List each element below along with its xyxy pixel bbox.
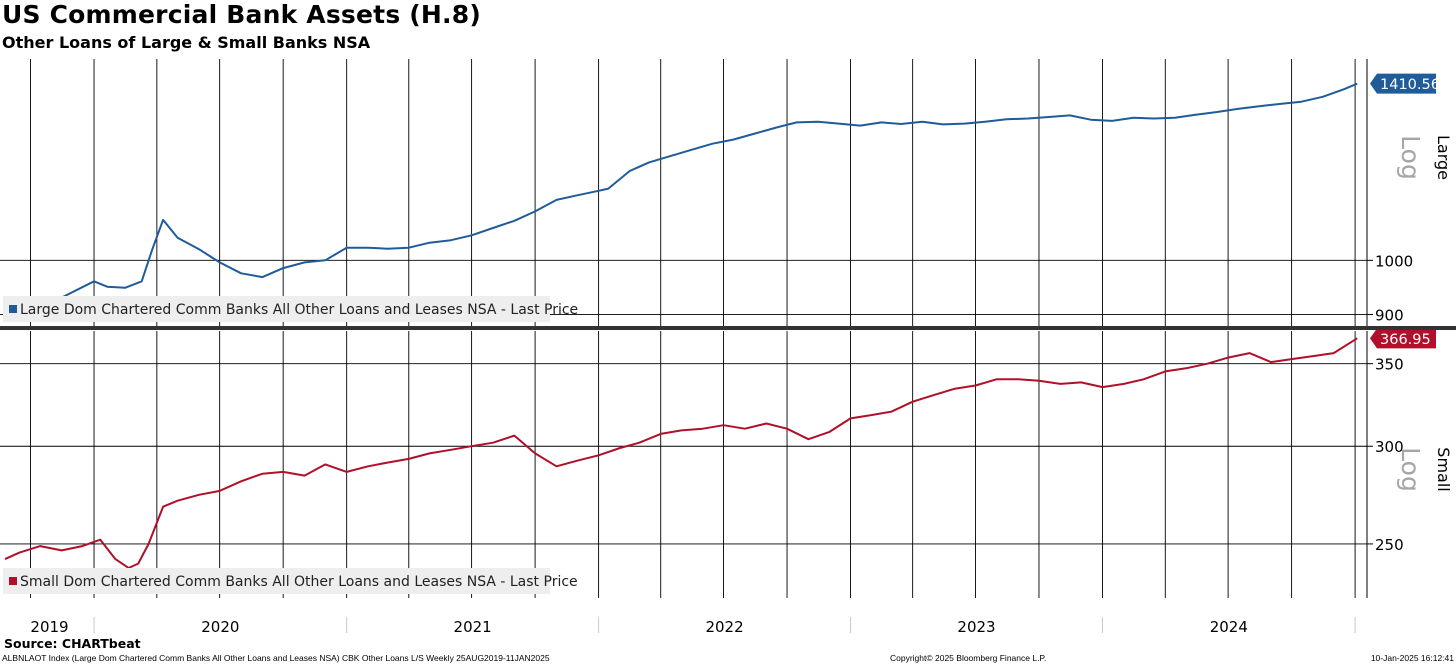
x-tick-label: 2022	[705, 618, 743, 636]
last-value-tag	[1370, 328, 1436, 349]
legend-swatch	[9, 305, 17, 313]
panel-name: Large	[1434, 135, 1453, 180]
series-line-small	[4, 337, 1358, 569]
legend-label: Small Dom Chartered Comm Banks All Other…	[20, 574, 578, 590]
last-value-label: 366.95	[1380, 332, 1431, 348]
footer-index-description: ALBNLAOT Index (Large Dom Chartered Comm…	[2, 653, 550, 663]
log-scale-label: Log	[1396, 135, 1425, 180]
legend-box	[3, 568, 550, 594]
x-tick-label: 2020	[201, 618, 239, 636]
chart-subtitle: Other Loans of Large & Small Banks NSA	[2, 33, 371, 52]
y-tick-label: 300	[1375, 438, 1404, 456]
panel-name: Small	[1434, 447, 1453, 491]
y-tick-label: 1000	[1375, 252, 1413, 270]
x-tick-label: 2023	[957, 618, 995, 636]
panel-separator	[0, 326, 1456, 330]
y-tick-label: 900	[1375, 306, 1404, 324]
legend-box	[3, 296, 550, 322]
y-tick-label: 250	[1375, 536, 1404, 554]
source-note: Source: CHARTbeat	[4, 636, 141, 651]
chart-title: US Commercial Bank Assets (H.8)	[2, 0, 481, 29]
log-scale-label: Log	[1396, 447, 1425, 492]
legend-swatch	[9, 577, 17, 585]
last-value-tag	[1370, 73, 1436, 94]
last-value-label: 1410.56	[1380, 77, 1440, 93]
x-tick-label: 2019	[30, 618, 68, 636]
legend-label: Large Dom Chartered Comm Banks All Other…	[20, 302, 578, 318]
series-line-large	[4, 82, 1358, 313]
y-tick-label: 350	[1375, 356, 1404, 374]
x-tick-label: 2024	[1210, 618, 1248, 636]
footer-timestamp: 10-Jan-2025 16:12:41	[1370, 653, 1454, 663]
footer-copyright: Copyright© 2025 Bloomberg Finance L.P.	[890, 653, 1047, 663]
x-tick-label: 2021	[454, 618, 492, 636]
